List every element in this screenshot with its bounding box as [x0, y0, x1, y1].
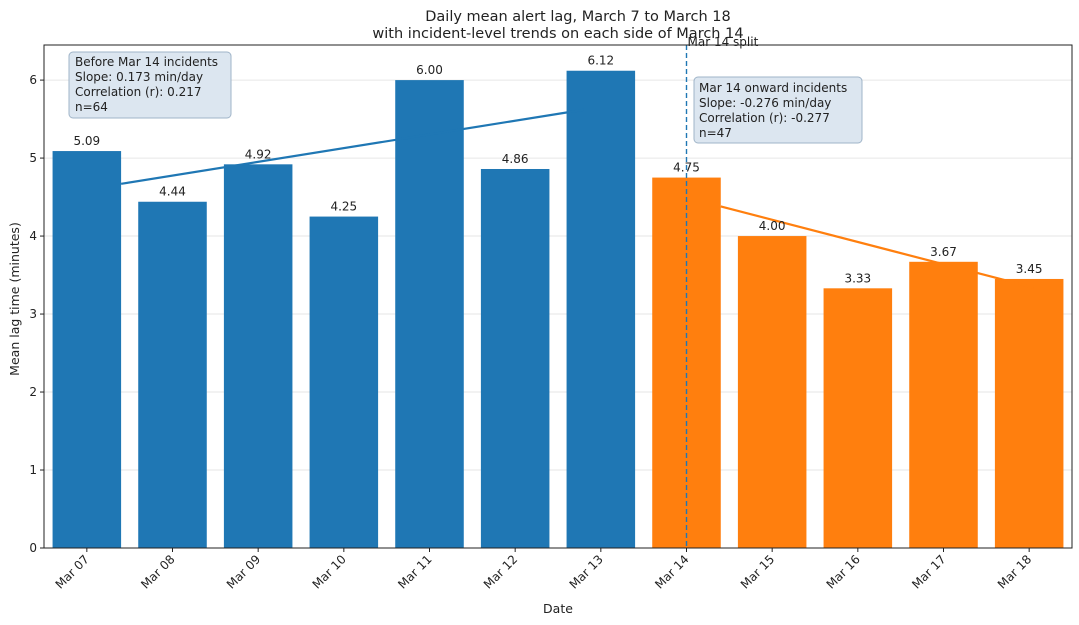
- annotation-before: Before Mar 14 incidents Slope: 0.173 min…: [68, 51, 232, 119]
- x-tick-label: Mar 09: [224, 552, 263, 591]
- x-tick-label: Mar 18: [995, 552, 1034, 591]
- annotation-before-line: Before Mar 14 incidents: [75, 55, 218, 69]
- annotation-after-box: [693, 76, 863, 144]
- bar-mar-11: [395, 80, 464, 549]
- bar-value-label: 4.86: [502, 152, 529, 166]
- bar-mar-10: [309, 216, 379, 548]
- annotation-before-line: Correlation (r): 0.217: [75, 85, 202, 99]
- bar-value-label: 6.12: [587, 54, 614, 68]
- bar-value-label: 4.75: [673, 161, 700, 175]
- bar-value-label: 3.45: [1016, 262, 1043, 276]
- trend-line-before: [120, 108, 584, 185]
- x-tick-label: Mar 16: [824, 552, 863, 591]
- annotation-after-line: Mar 14 onward incidents: [699, 81, 847, 95]
- bar-mar-12: [480, 168, 550, 548]
- bar-mar-07: [52, 151, 122, 549]
- y-tick-label: 5: [29, 151, 37, 165]
- bar-mar-18: [994, 278, 1064, 548]
- chart-title: Daily mean alert lag, March 7 to March 1…: [425, 9, 731, 25]
- bar-mar-08: [138, 201, 207, 548]
- chart-subtitle: with incident-level trends on each side …: [372, 26, 743, 42]
- annotation-before-line: Slope: 0.173 min/day: [75, 70, 203, 84]
- x-axis-label: Date: [543, 601, 573, 616]
- x-tick-label: Mar 11: [395, 552, 434, 591]
- bar-mar-16: [823, 288, 893, 548]
- trend-lines: [120, 108, 1034, 289]
- bar-mar-09: [223, 164, 293, 548]
- trend-line-after: [720, 205, 1034, 289]
- bar-mar-17: [909, 261, 978, 548]
- annotation-after: Mar 14 onward incidents Slope: -0.276 mi…: [693, 76, 863, 144]
- bar-value-label: 6.00: [416, 63, 443, 77]
- y-tick-label: 3: [29, 307, 37, 321]
- annotation-after-line: n=47: [699, 126, 732, 140]
- bar-value-label: 4.00: [759, 219, 786, 233]
- x-tick-label: Mar 15: [738, 552, 777, 591]
- y-tick-label: 2: [29, 385, 37, 399]
- y-tick-label: 4: [29, 229, 37, 243]
- x-tick-label: Mar 10: [310, 552, 349, 591]
- bar-value-label: 5.09: [73, 134, 100, 148]
- x-tick-label: Mar 14: [652, 552, 691, 591]
- x-axis: Mar 07 Mar 08 Mar 09 Mar 10 Mar 11 Mar 12 Mar …: [53, 548, 1034, 592]
- annotation-before-box: [68, 51, 232, 119]
- x-tick-label: Mar 13: [567, 552, 606, 591]
- bar-value-label: 4.44: [159, 185, 186, 199]
- y-axis-label: Mean lag time (minutes): [7, 222, 22, 376]
- split-label: Mar 14 split: [688, 35, 759, 49]
- bar-value-label: 3.33: [844, 271, 871, 285]
- bars: [52, 70, 1064, 549]
- y-tick-label: 1: [29, 463, 37, 477]
- plot-frame: [43, 44, 1073, 549]
- bar-value-label: 4.92: [245, 147, 272, 161]
- annotation-before-line: n=64: [75, 100, 108, 114]
- y-axis: 0 1 2 3 4 5 6: [29, 73, 44, 555]
- bar-value-label: 4.25: [330, 200, 357, 214]
- x-tick-label: Mar 07: [53, 552, 92, 591]
- x-tick-label: Mar 12: [481, 552, 520, 591]
- bar-value-labels: 5.09 4.44 4.92 4.25 6.00 4.86 6.12 4.75 4.00 3.33…: [73, 54, 1042, 286]
- x-tick-label: Mar 17: [909, 552, 948, 591]
- annotation-after-line: Correlation (r): -0.277: [699, 111, 830, 125]
- y-tick-label: 6: [29, 73, 37, 87]
- bar-mar-13: [566, 70, 636, 548]
- bar-value-label: 3.67: [930, 245, 957, 259]
- bar-mar-15: [737, 236, 807, 548]
- y-tick-label: 0: [29, 541, 37, 555]
- x-tick-label: Mar 08: [138, 552, 177, 591]
- annotation-after-line: Slope: -0.276 min/day: [699, 96, 831, 110]
